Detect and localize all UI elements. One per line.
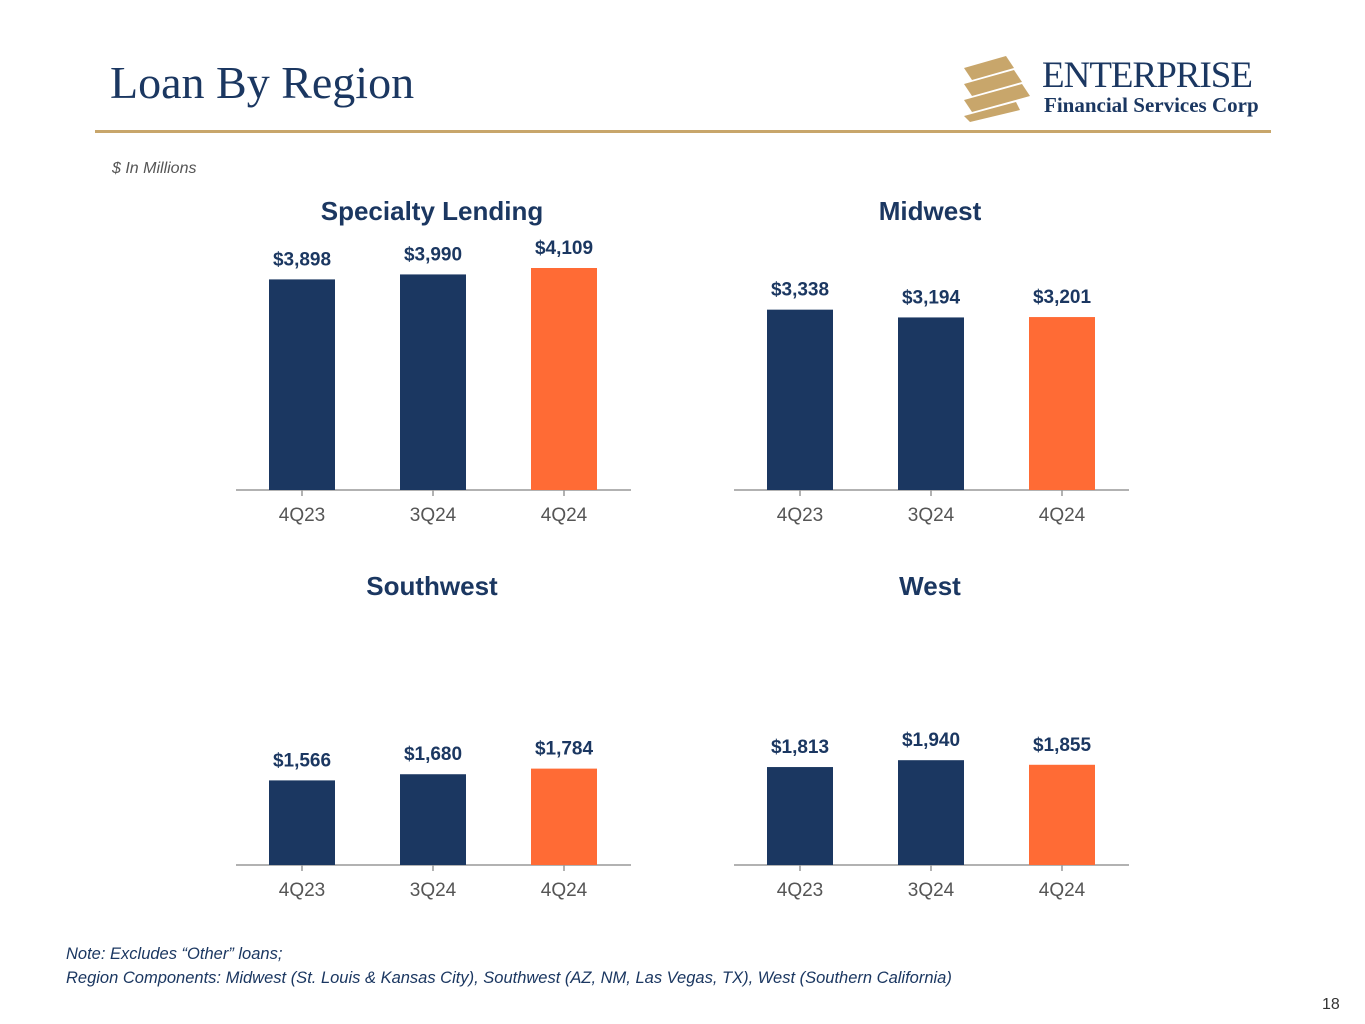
x-tick-label: 4Q23 [777, 505, 823, 526]
x-tick-label: 4Q24 [541, 880, 588, 901]
data-label: $4,109 [535, 238, 593, 259]
chart-title-southwest: Southwest [366, 571, 498, 601]
bar-4q23 [767, 309, 833, 490]
x-tick-label: 4Q23 [777, 880, 823, 901]
data-label: $3,338 [771, 280, 829, 301]
logo-mark-icon [964, 56, 1030, 122]
data-label: $1,855 [1033, 735, 1092, 756]
x-tick-label: 4Q24 [1039, 880, 1086, 901]
data-label: $1,784 [535, 739, 594, 760]
x-tick-label: 4Q23 [279, 880, 325, 901]
x-tick-label: 4Q24 [541, 505, 588, 526]
data-label: $3,201 [1033, 287, 1092, 308]
chart-southwest: Southwest $1,566 4Q23 $1,680 3Q24 $1,784 4Q24 [236, 571, 631, 901]
chart-title-specialty-lending: Specialty Lending [321, 196, 544, 226]
data-label: $3,990 [404, 244, 462, 265]
bar-3q24 [400, 774, 466, 865]
x-tick-label: 3Q24 [410, 505, 457, 526]
footnote-line: Region Components: Midwest (St. Louis & … [66, 969, 952, 987]
chart-west: West $1,813 4Q23 $1,940 3Q24 $1,855 4Q24 [734, 571, 1129, 901]
x-tick-label: 3Q24 [410, 880, 457, 901]
page-title: Loan By Region [110, 57, 415, 108]
bar-3q24 [400, 274, 466, 490]
x-tick-label: 4Q24 [1039, 505, 1086, 526]
title-divider [95, 130, 1271, 133]
x-tick-label: 3Q24 [908, 880, 955, 901]
chart-midwest: Midwest $3,338 4Q23 $3,194 3Q24 $3,201 4Q24 [734, 196, 1129, 526]
bar-4q23 [269, 279, 335, 490]
chart-specialty-lending: Specialty Lending $3,898 4Q23 $3,990 3Q24 $4,… [236, 196, 631, 526]
data-label: $1,566 [273, 750, 331, 771]
data-label: $3,194 [902, 287, 961, 308]
data-label: $1,680 [404, 744, 462, 765]
bar-4q24 [1029, 317, 1095, 490]
data-label: $3,898 [273, 249, 331, 270]
unit-note: $ In Millions [112, 160, 197, 177]
bar-4q23 [269, 780, 335, 865]
bar-3q24 [898, 760, 964, 865]
data-label: $1,940 [902, 730, 960, 751]
chart-title-west: West [899, 571, 961, 601]
bar-4q24 [531, 268, 597, 490]
x-tick-label: 4Q23 [279, 505, 325, 526]
x-tick-label: 3Q24 [908, 505, 955, 526]
bar-4q24 [1029, 764, 1095, 865]
logo-subtitle: Financial Services Corp [1044, 93, 1259, 117]
logo-name: ENTERPRISE [1042, 55, 1253, 96]
page-number: 18 [1322, 996, 1340, 1013]
company-logo: ENTERPRISE Financial Services Corp [962, 55, 1277, 126]
footnote: Note: Excludes “Other” loans; Region Com… [66, 942, 952, 990]
bar-4q23 [767, 767, 833, 865]
footnote-line: Note: Excludes “Other” loans; [66, 945, 283, 963]
bar-4q24 [531, 768, 597, 865]
chart-title-midwest: Midwest [879, 196, 982, 226]
bar-3q24 [898, 317, 964, 490]
data-label: $1,813 [771, 737, 829, 758]
